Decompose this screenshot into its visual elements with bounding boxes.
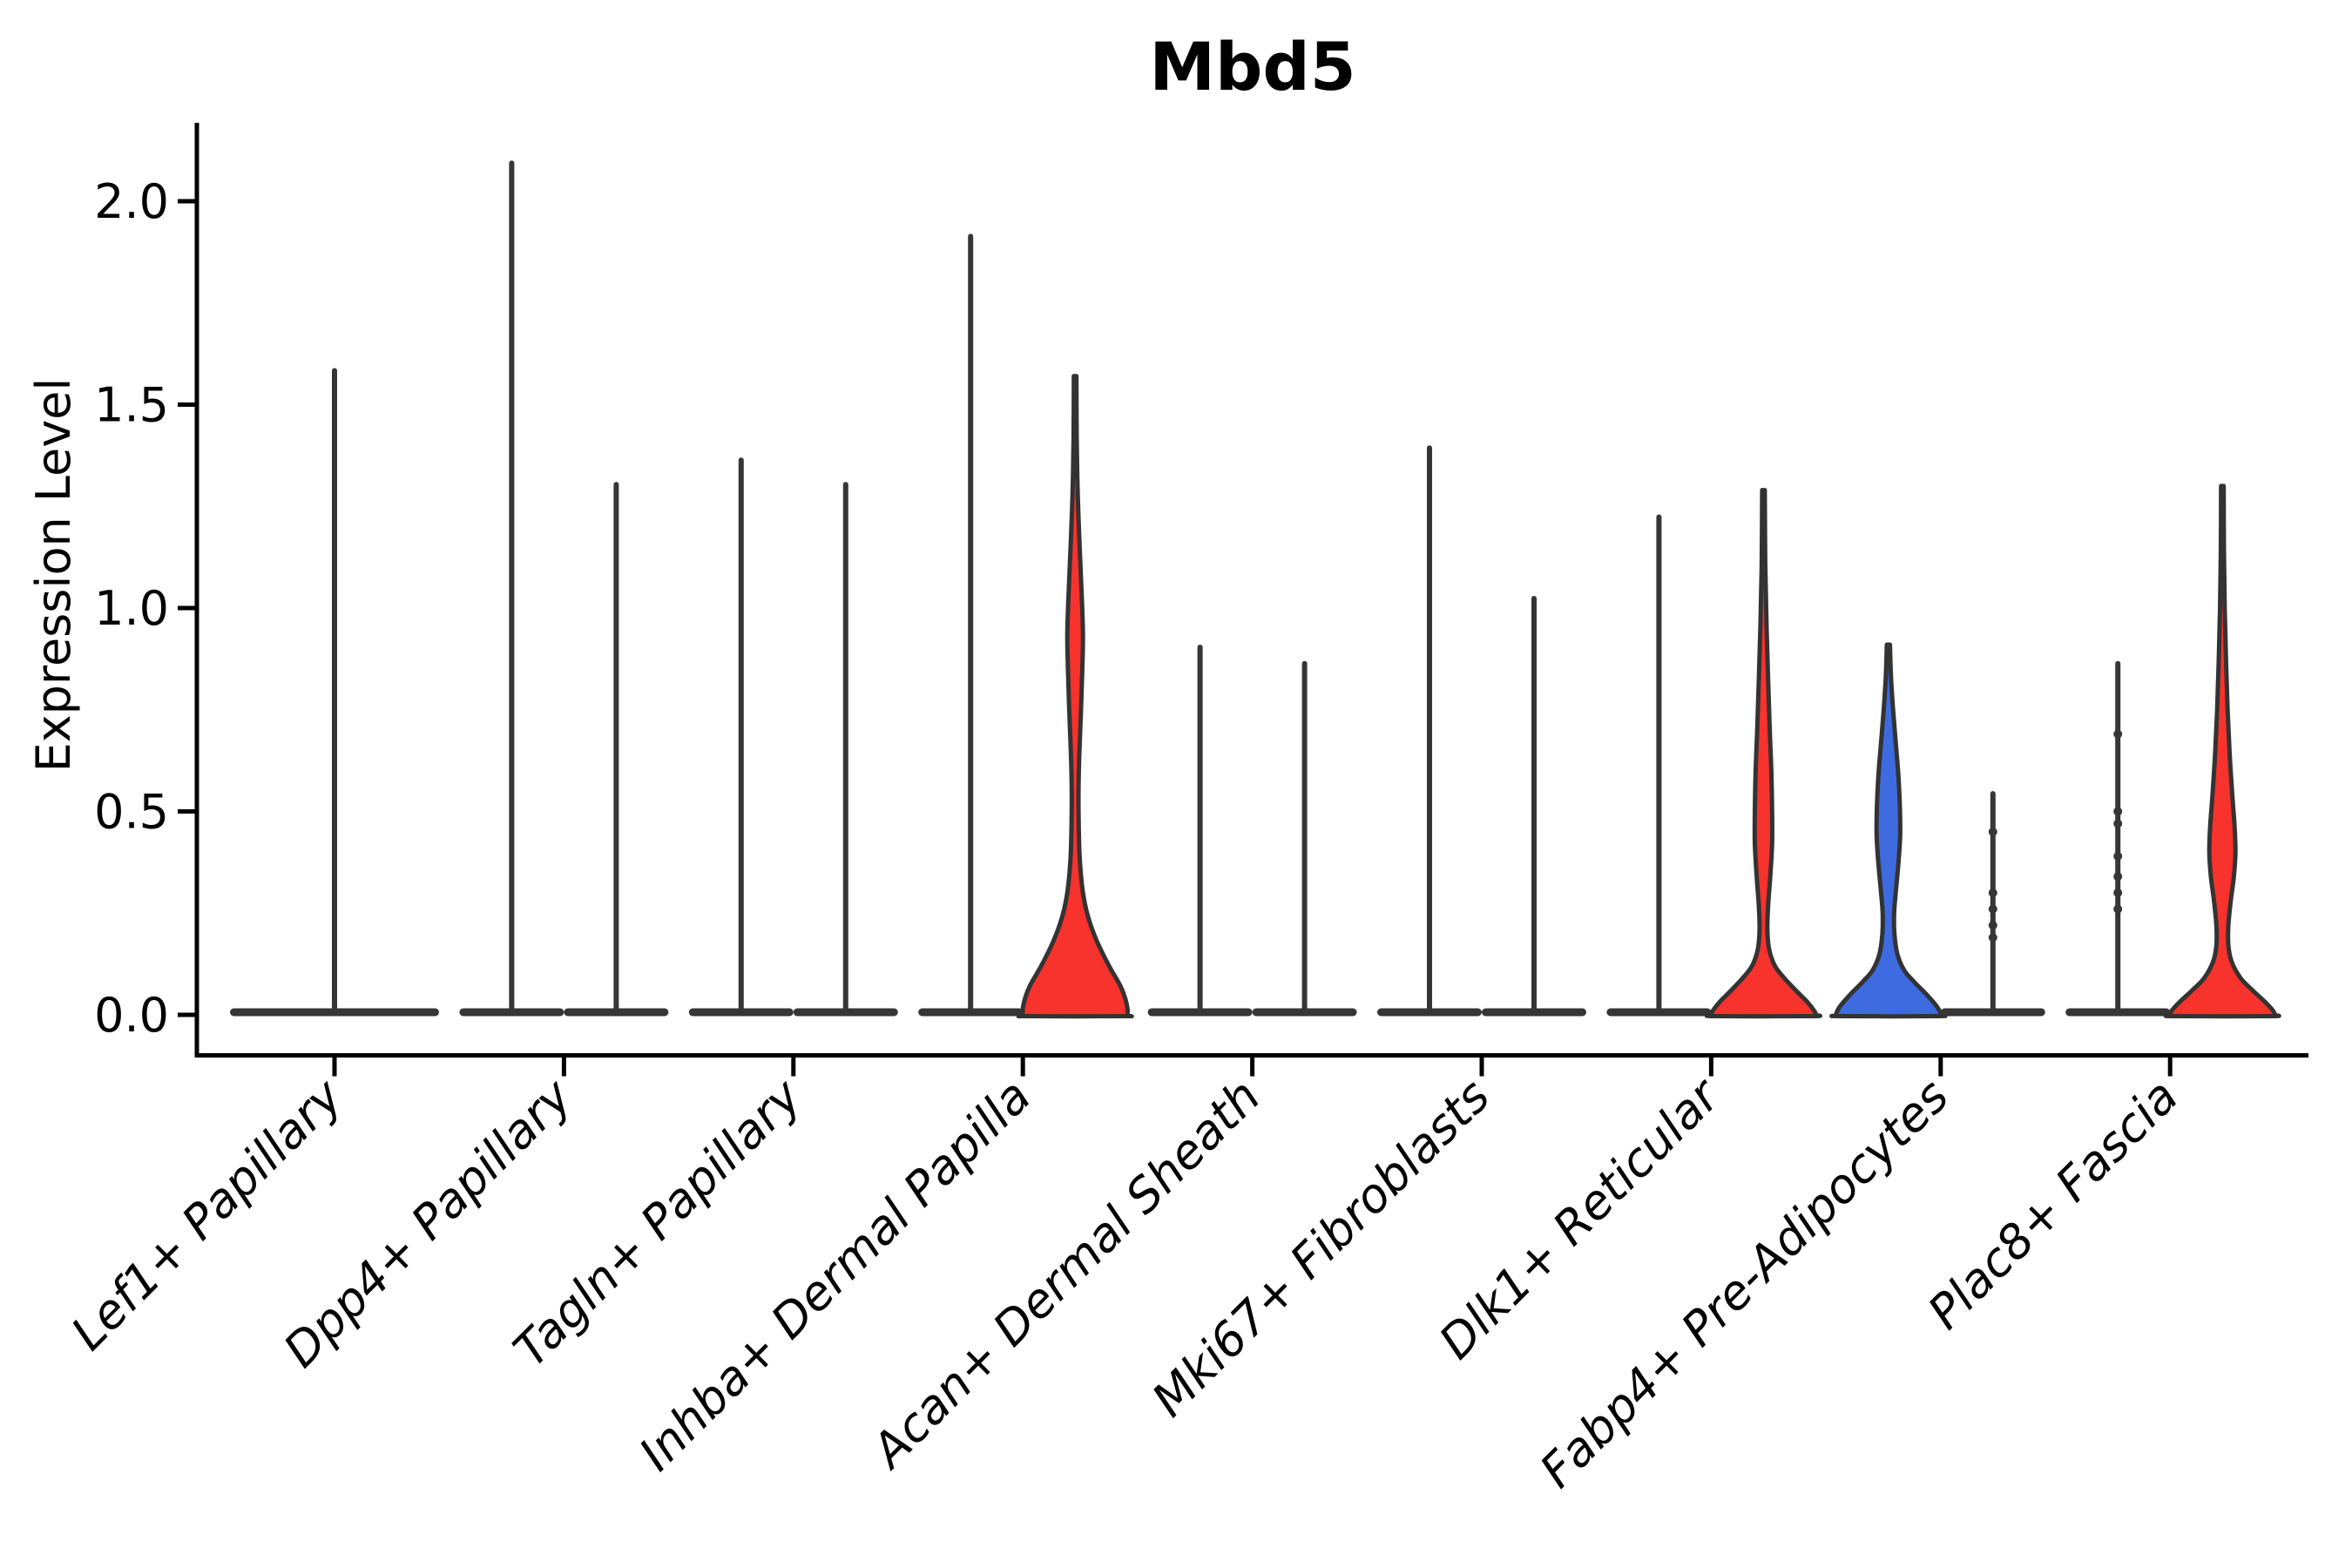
violin-dlk1-reticular-right bbox=[1704, 488, 1822, 1019]
violin-fabp4-pre-adipocytes-left bbox=[1829, 642, 1948, 1019]
violin-tagln-papillary-left bbox=[688, 457, 794, 1017]
violin-flat-base bbox=[564, 1008, 669, 1017]
violin-flat-base bbox=[793, 1008, 898, 1017]
violin-mki67-fibroblasts-left bbox=[1377, 445, 1482, 1017]
expression-point bbox=[1988, 904, 1997, 914]
violin-inhba-dermal-papilla-right bbox=[1016, 374, 1134, 1019]
expression-point bbox=[1988, 827, 1997, 836]
violin-mki67-fibroblasts-right bbox=[1482, 595, 1586, 1017]
violin-acan-dermal-sheath-right bbox=[1252, 660, 1357, 1017]
violin-inhba-dermal-papilla-left bbox=[918, 233, 1024, 1017]
y-tick-label: 2.0 bbox=[94, 174, 169, 229]
y-tick-label: 0.0 bbox=[94, 988, 169, 1043]
violin-flat-base bbox=[1147, 1008, 1253, 1017]
expression-point bbox=[2113, 904, 2123, 914]
expression-point bbox=[2113, 888, 2123, 897]
expression-point bbox=[2113, 807, 2123, 816]
expression-point bbox=[2113, 872, 2123, 882]
x-tick-label: Inhba+ Dermal Papilla bbox=[629, 1069, 1042, 1482]
violin-flat-base bbox=[1606, 1008, 1712, 1017]
violin-flat-base bbox=[688, 1008, 794, 1017]
x-tick-label: Plac8+ Fascia bbox=[1917, 1069, 2188, 1340]
expression-point bbox=[2113, 819, 2123, 828]
y-tick-label: 1.5 bbox=[94, 378, 169, 433]
violin-flat-base bbox=[1482, 1008, 1586, 1017]
expression-point bbox=[2113, 729, 2123, 739]
violin-fabp4-pre-adipocytes-right bbox=[1940, 791, 2045, 1017]
expression-point bbox=[2113, 851, 2123, 861]
y-tick-label: 1.0 bbox=[94, 581, 169, 636]
violin-dpp4-papillary-right bbox=[564, 482, 669, 1017]
violin-body bbox=[1016, 374, 1134, 1019]
violin-plac8-fascia-left bbox=[2065, 660, 2171, 1017]
violin-body bbox=[2163, 483, 2281, 1019]
violin-dpp4-papillary-left bbox=[459, 160, 564, 1017]
violin-dlk1-reticular-left bbox=[1606, 514, 1712, 1017]
violin-tagln-papillary-right bbox=[793, 482, 898, 1017]
x-tick-label: Acan+ Dermal Sheath bbox=[860, 1069, 1271, 1480]
y-tick-label: 0.5 bbox=[94, 785, 169, 840]
violin-flat-base bbox=[230, 1008, 439, 1017]
x-tick-label: Fabp4+ Pre-Adipocytes bbox=[1530, 1069, 1959, 1498]
y-axis-label: Expression Level bbox=[26, 378, 81, 773]
violin-flat-base bbox=[918, 1008, 1024, 1017]
violin-plac8-fascia-right bbox=[2163, 483, 2281, 1019]
expression-point bbox=[1988, 921, 1997, 930]
violin-flat-base bbox=[1377, 1008, 1482, 1017]
chart-title: Mbd5 bbox=[1149, 28, 1355, 105]
violin-body bbox=[1829, 642, 1948, 1019]
violin-flat-base bbox=[2065, 1008, 2171, 1017]
violin-flat-base bbox=[459, 1008, 564, 1017]
violin-lef1-papillary-full bbox=[230, 368, 439, 1017]
expression-point bbox=[1988, 933, 1997, 943]
violin-flat-base bbox=[1940, 1008, 2045, 1017]
expression-point bbox=[1988, 888, 1997, 897]
violin-acan-dermal-sheath-left bbox=[1147, 645, 1253, 1017]
violins-layer bbox=[230, 160, 2281, 1019]
violin-body bbox=[1704, 488, 1822, 1019]
violin-flat-base bbox=[1252, 1008, 1357, 1017]
